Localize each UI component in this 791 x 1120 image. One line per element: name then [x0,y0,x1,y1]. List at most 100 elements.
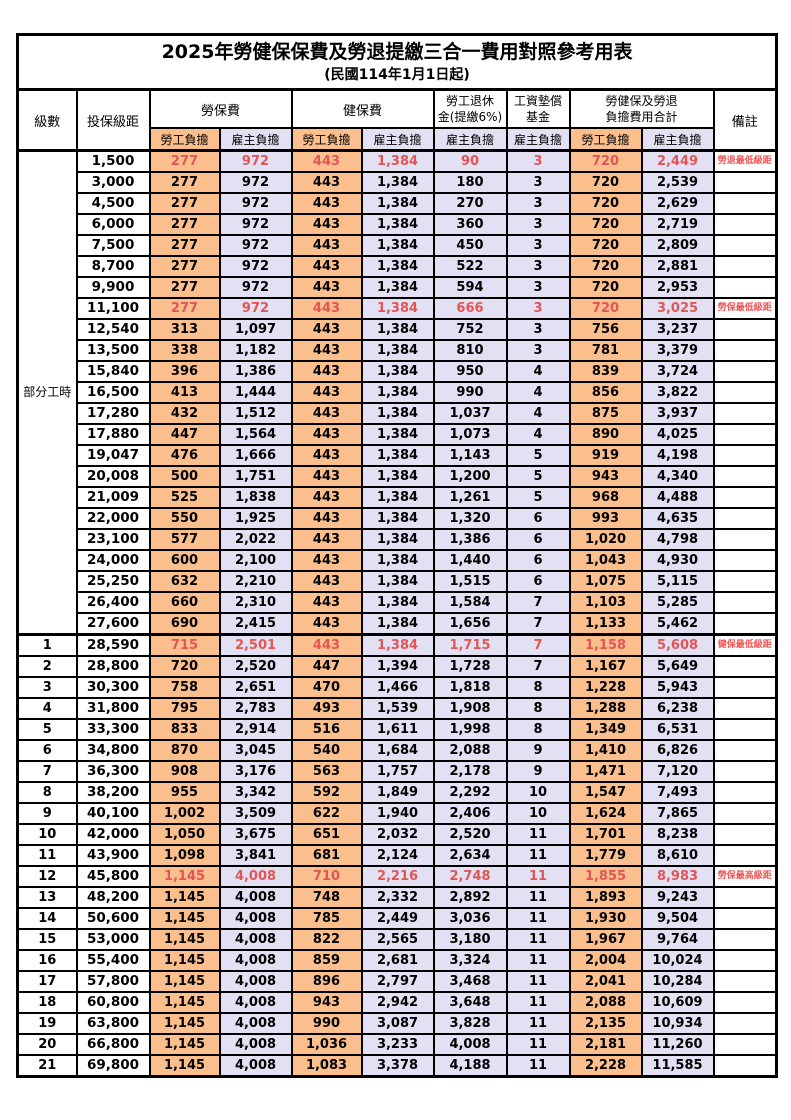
health-fee-employee-cell: 622 [290,802,363,825]
health-fee-employee-cell: 748 [290,886,363,909]
bracket-cell: 38,200 [75,781,151,804]
wage-fund-employer-cell: 3 [505,234,571,257]
pension-employer-cell: 2,292 [432,781,508,804]
health-fee-employer-cell: 1,384 [360,255,435,278]
labor-fee-employee-cell: 1,145 [148,949,221,972]
table-row: 19 63,800 1,145 4,008 990 3,087 3,828 11 2,135 10… [16,1012,778,1035]
labor-fee-employee-cell: 632 [148,570,221,593]
bracket-cell: 4,500 [75,192,151,215]
bracket-cell: 6,000 [75,213,151,236]
level-cell: 3 [16,676,78,699]
pension-employer-cell: 950 [432,360,508,383]
level-cell: 6 [16,739,78,762]
header-wage-fund-line2: 基金 [525,110,550,124]
note-cell [712,1054,778,1078]
note-cell [712,528,778,551]
table-row: 5 33,300 833 2,914 516 1,611 1,998 8 1,349 6,531 [16,718,778,741]
labor-fee-employer-cell: 1,097 [218,318,293,341]
pension-employer-cell: 1,073 [432,423,508,446]
note-cell [712,676,778,699]
level-cell: 4 [16,697,78,720]
health-fee-employee-cell: 443 [290,591,363,614]
total-employee-cell: 856 [568,381,643,404]
labor-fee-employee-cell: 1,145 [148,886,221,909]
pension-employer-cell: 2,892 [432,886,508,909]
total-employer-cell: 11,585 [640,1054,715,1078]
labor-fee-employer-cell: 1,564 [218,423,293,446]
table-row: 部分工時 1,500 277 972 443 1,384 90 3 720 2,449 勞退最低級距 [16,149,778,636]
health-fee-employer-cell: 1,384 [360,318,435,341]
pension-employer-cell: 1,037 [432,402,508,425]
note-cell [712,255,778,278]
total-employee-cell: 1,075 [568,570,643,593]
total-employee-cell: 993 [568,507,643,530]
total-employer-cell: 2,881 [640,255,715,278]
labor-fee-employee-cell: 476 [148,444,221,467]
fee-reference-table: 2025年勞健保保費及勞退提繳三合一費用對照參考用表 (民國114年1月1日起)… [16,33,779,1078]
health-fee-employee-cell: 443 [290,318,363,341]
table-row: 3,000 277 972 443 1,384 180 3 720 2,539 [18,171,778,194]
pension-employer-cell: 810 [432,339,508,362]
health-fee-employer-cell: 2,565 [360,928,435,951]
total-employer-cell: 8,983 [640,865,715,888]
wage-fund-employer-cell: 4 [505,402,571,425]
bracket-cell: 13,500 [75,339,151,362]
total-employee-cell: 1,624 [568,802,643,825]
health-fee-employer-cell: 3,233 [360,1033,435,1056]
labor-fee-employer-cell: 4,008 [218,907,293,930]
labor-fee-employee-cell: 720 [148,655,221,678]
labor-fee-employee-cell: 396 [148,360,221,383]
health-fee-employer-cell: 2,449 [360,907,435,930]
header-pension-group: 勞工退休 金(提繳6%) [432,88,508,129]
labor-fee-employer-cell: 3,675 [218,823,293,846]
header-total-group: 勞健保及勞退 負擔費用合計 [568,88,715,129]
labor-fee-employee-cell: 1,145 [148,1012,221,1035]
labor-fee-employee-cell: 277 [148,213,221,236]
wage-fund-employer-cell: 3 [505,213,571,236]
labor-fee-employee-cell: 525 [148,486,221,509]
wage-fund-employer-cell: 6 [505,570,571,593]
subheader-total-employee: 勞工負擔 [568,127,643,152]
total-employer-cell: 5,285 [640,591,715,614]
note-cell [712,591,778,614]
total-employer-cell: 3,724 [640,360,715,383]
labor-fee-employee-cell: 277 [148,171,221,194]
note-cell [712,655,778,678]
labor-fee-employee-cell: 1,050 [148,823,221,846]
pension-employer-cell: 2,406 [432,802,508,825]
labor-fee-employee-cell: 277 [148,276,221,299]
wage-fund-employer-cell: 5 [505,444,571,467]
total-employer-cell: 2,449 [640,149,715,173]
health-fee-employee-cell: 443 [290,549,363,572]
labor-fee-employee-cell: 660 [148,591,221,614]
pension-employer-cell: 1,386 [432,528,508,551]
bracket-cell: 53,000 [75,928,151,951]
bracket-cell: 30,300 [75,676,151,699]
wage-fund-employer-cell: 11 [505,1033,571,1056]
total-employer-cell: 6,238 [640,697,715,720]
labor-fee-employee-cell: 1,145 [148,970,221,993]
row-group-label: 部分工時 [16,149,78,636]
health-fee-employer-cell: 1,384 [360,297,435,320]
bracket-cell: 66,800 [75,1033,151,1056]
labor-fee-employer-cell: 2,100 [218,549,293,572]
table-row: 25,250 632 2,210 443 1,384 1,515 6 1,075 5,115 [18,570,778,593]
total-employer-cell: 4,198 [640,444,715,467]
table-row: 26,400 660 2,310 443 1,384 1,584 7 1,103 5,285 [18,591,778,614]
total-employer-cell: 9,504 [640,907,715,930]
bracket-cell: 26,400 [75,591,151,614]
total-employer-cell: 3,025 [640,297,715,320]
bracket-cell: 43,900 [75,844,151,867]
labor-fee-employer-cell: 972 [218,171,293,194]
labor-fee-employer-cell: 1,925 [218,507,293,530]
subheader-pension-employer: 雇主負擔 [432,127,508,152]
bracket-cell: 34,800 [75,739,151,762]
health-fee-employer-cell: 1,466 [360,676,435,699]
table-row: 9,900 277 972 443 1,384 594 3 720 2,953 [18,276,778,299]
bracket-cell: 23,100 [75,528,151,551]
total-employee-cell: 2,135 [568,1012,643,1035]
level-cell: 5 [16,718,78,741]
labor-fee-employee-cell: 1,145 [148,928,221,951]
health-fee-employee-cell: 943 [290,991,363,1014]
